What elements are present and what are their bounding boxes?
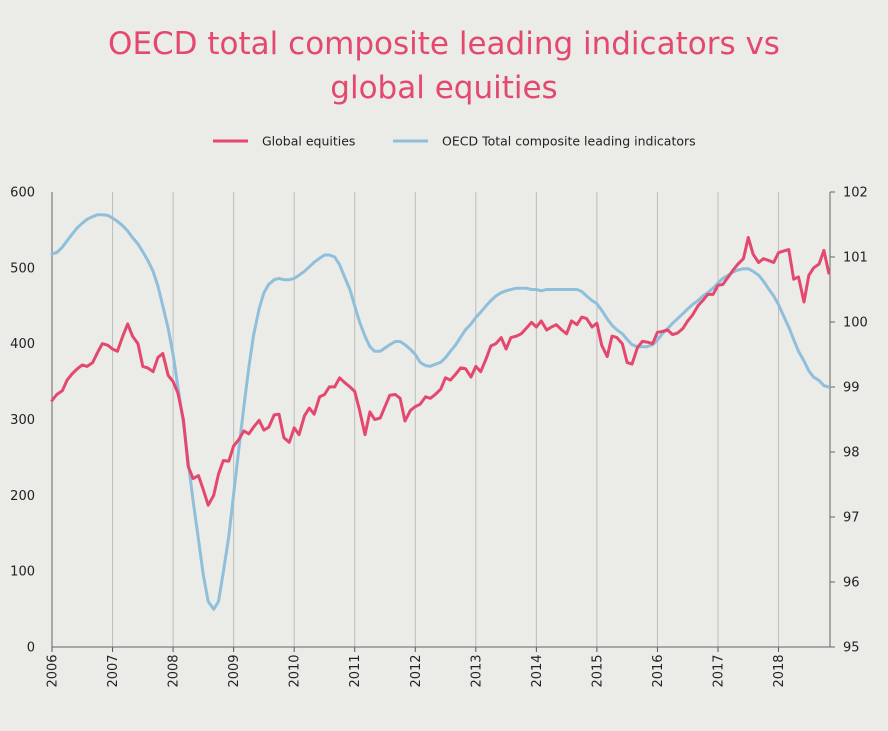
legend-label-oecd: OECD Total composite leading indicators <box>442 134 696 149</box>
y-right-tick-label-96: 96 <box>843 576 860 591</box>
y-left-tick-label-100: 100 <box>10 565 35 580</box>
y-right-tick-label-97: 97 <box>843 511 860 526</box>
x-tick-label-2011: 2011 <box>348 654 363 687</box>
y-right-tick-label-95: 95 <box>843 641 860 656</box>
y-left-tick-label-600: 600 <box>10 186 35 201</box>
legend: Global equities OECD Total composite lea… <box>213 134 696 149</box>
y-right-tick-label-99: 99 <box>843 381 860 396</box>
x-tick-label-2009: 2009 <box>227 654 242 687</box>
series-line-oecd <box>50 213 831 611</box>
x-tick-label-2008: 2008 <box>167 654 182 687</box>
legend-label-global-equities: Global equities <box>262 134 355 149</box>
x-tick-label-2013: 2013 <box>469 654 484 687</box>
chart-title-line-1: OECD total composite leading indicators … <box>108 26 780 62</box>
x-tick-label-2018: 2018 <box>772 654 787 687</box>
y-right-tick-label-102: 102 <box>843 186 868 201</box>
x-tick-label-2014: 2014 <box>530 654 545 687</box>
series-line-global-equities <box>50 236 831 507</box>
x-tick-label-2012: 2012 <box>409 654 424 687</box>
x-tick-label-2015: 2015 <box>590 654 605 687</box>
y-left-tick-label-200: 200 <box>10 489 35 504</box>
x-tick-label-2017: 2017 <box>711 654 726 687</box>
x-tick-label-2007: 2007 <box>106 654 121 687</box>
x-tick-label-2006: 2006 <box>46 654 61 687</box>
y-right-tick-label-101: 101 <box>843 251 868 266</box>
grid <box>112 192 780 647</box>
y-right-tick-label-98: 98 <box>843 446 860 461</box>
y-left-tick-label-500: 500 <box>10 261 35 276</box>
x-tick-label-2010: 2010 <box>288 654 303 687</box>
y-right-tick-label-100: 100 <box>843 316 868 331</box>
y-left-tick-label-0: 0 <box>27 641 35 656</box>
chart-title-line-2: global equities <box>330 70 558 106</box>
y-left-tick-label-400: 400 <box>10 337 35 352</box>
series-group <box>50 213 831 611</box>
chart-title: OECD total composite leading indicators … <box>0 22 888 110</box>
axes: 2006 2007 2008 2009 2010 2011 2012 2013 2014 2015… <box>10 186 868 688</box>
y-left-tick-label-300: 300 <box>10 413 35 428</box>
x-tick-label-2016: 2016 <box>651 654 666 687</box>
